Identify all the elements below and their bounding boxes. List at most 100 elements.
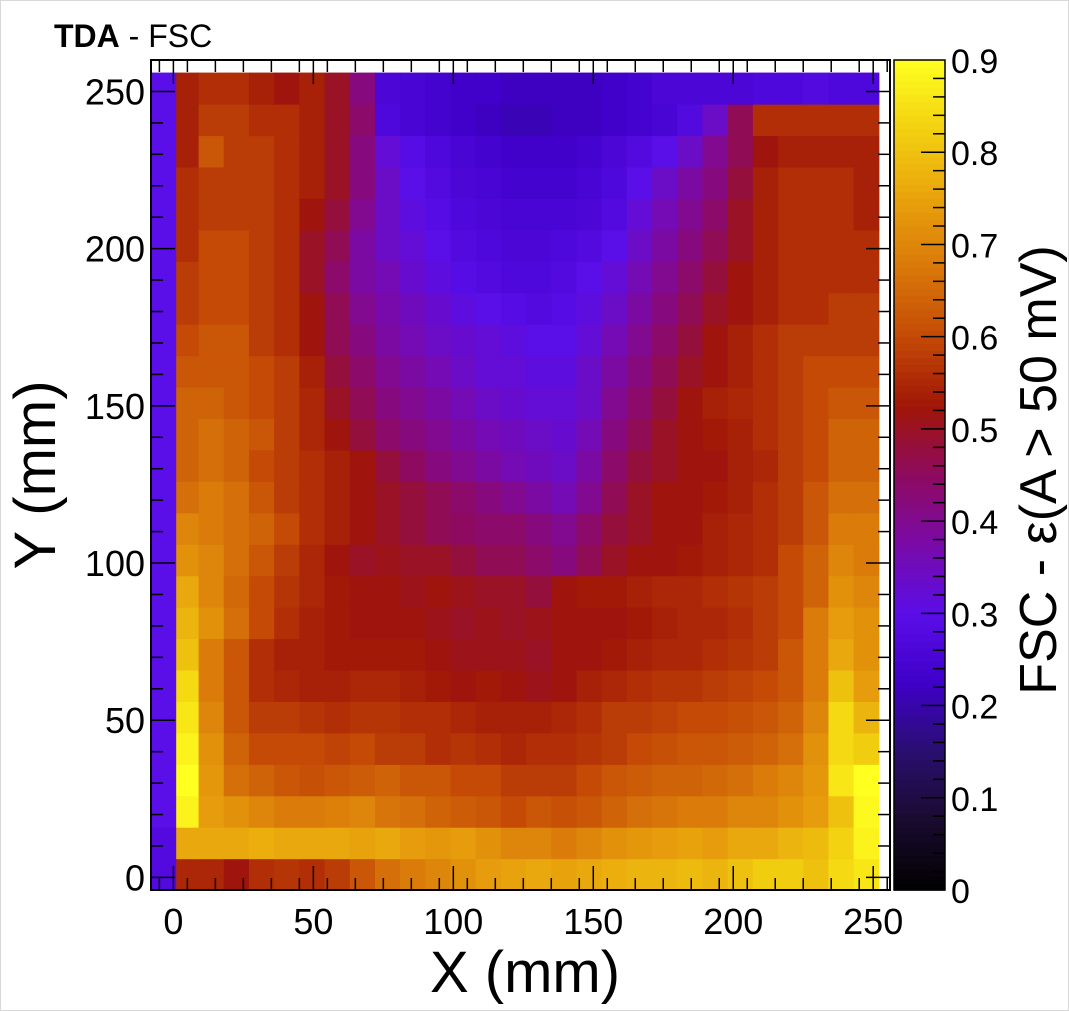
heatmap-cell xyxy=(349,449,376,482)
heatmap-cell xyxy=(299,795,326,828)
x-tick-label: 50 xyxy=(293,901,333,942)
heatmap-cell xyxy=(652,607,678,640)
heatmap-cell xyxy=(475,386,502,420)
heatmap-cell xyxy=(349,827,376,860)
colorbar-segment xyxy=(894,765,945,774)
heatmap-cell xyxy=(425,355,452,388)
heatmap-cell xyxy=(400,166,426,199)
heatmap-cell xyxy=(176,229,200,262)
heatmap-cell xyxy=(551,827,578,860)
heatmap-cell xyxy=(324,764,351,797)
colorbar-segment xyxy=(894,793,945,801)
colorbar-segment xyxy=(894,737,945,746)
heatmap-cell xyxy=(274,72,300,105)
heatmap-cell xyxy=(248,669,275,702)
heatmap-cell xyxy=(198,638,225,671)
heatmap-cell xyxy=(475,198,502,231)
heatmap-cell xyxy=(400,512,426,545)
colorbar-segment xyxy=(894,869,945,877)
heatmap-cell xyxy=(727,324,754,357)
heatmap-cell xyxy=(551,261,578,294)
heatmap-cell xyxy=(198,229,225,262)
heatmap-cell xyxy=(727,512,754,545)
heatmap-cell xyxy=(400,292,426,325)
heatmap-cell xyxy=(727,418,754,451)
heatmap-cell xyxy=(176,104,200,137)
colorbar-segment xyxy=(894,274,945,283)
heatmap-cell xyxy=(374,166,401,199)
heatmap-cell xyxy=(551,575,578,608)
heatmap-cell xyxy=(274,135,300,168)
heatmap-cell xyxy=(349,229,376,262)
heatmap-cell xyxy=(576,827,603,860)
heatmap-cell xyxy=(828,418,855,451)
heatmap-cell xyxy=(853,166,880,199)
heatmap-cell xyxy=(526,512,552,545)
heatmap-cell xyxy=(853,795,880,828)
heatmap-cell xyxy=(803,72,830,105)
heatmap-cell xyxy=(349,701,376,734)
heatmap-cell xyxy=(677,355,704,388)
heatmap-cell xyxy=(274,827,300,860)
heatmap-cell xyxy=(551,386,578,420)
heatmap-cell xyxy=(576,261,603,294)
axes: 0 50 100 150 200 250 0 50 100 150 200 250 xyxy=(85,60,903,942)
heatmap-cell xyxy=(400,481,426,514)
heatmap-cell xyxy=(677,575,704,608)
colorbar-segment xyxy=(894,807,945,815)
heatmap-cell xyxy=(450,386,477,420)
heatmap-cell xyxy=(778,355,804,388)
heatmap-cell xyxy=(324,512,351,545)
heatmap-cell xyxy=(727,72,754,105)
heatmap-cell xyxy=(248,764,275,797)
heatmap-cell xyxy=(176,481,200,514)
heatmap-cell xyxy=(151,512,177,545)
heatmap-cell xyxy=(248,104,275,137)
heatmap-cell xyxy=(324,827,351,860)
heatmap-cell xyxy=(425,324,452,357)
heatmap-cell xyxy=(626,544,653,577)
heatmap-cell xyxy=(702,166,729,199)
heatmap-cell xyxy=(450,135,477,168)
heatmap-cell xyxy=(601,481,628,514)
heatmap-cell xyxy=(176,72,200,105)
colorbar-segment xyxy=(894,232,945,241)
heatmap-cell xyxy=(551,764,578,797)
heatmap-cell xyxy=(853,512,880,545)
heatmap-cell xyxy=(803,355,830,388)
heatmap-cell xyxy=(248,292,275,325)
x-tick-label: 200 xyxy=(703,901,763,942)
heatmap-cell xyxy=(374,386,401,420)
heatmap-cell xyxy=(374,544,401,577)
heatmap-cell xyxy=(652,858,678,891)
heatmap-cell xyxy=(601,607,628,640)
heatmap-cell xyxy=(425,292,452,325)
heatmap-cell xyxy=(803,607,830,640)
heatmap-cell xyxy=(475,481,502,514)
heatmap-cell xyxy=(828,638,855,671)
heatmap-cell xyxy=(450,858,477,891)
heatmap-cell xyxy=(324,386,351,420)
heatmap-cell xyxy=(425,198,452,231)
heatmap-cell xyxy=(324,418,351,451)
heatmap-cell xyxy=(752,324,779,357)
heatmap-cell xyxy=(727,858,754,891)
heatmap-cell xyxy=(176,732,200,765)
heatmap-cell xyxy=(551,418,578,451)
colorbar-segment xyxy=(894,364,945,372)
heatmap-cell xyxy=(677,324,704,357)
heatmap-cell xyxy=(778,386,804,420)
colorbar-segment xyxy=(894,634,945,642)
heatmap-cell xyxy=(601,166,628,199)
colorbar-segment xyxy=(894,834,945,843)
heatmap-cell xyxy=(652,512,678,545)
heatmap-cell xyxy=(151,858,177,891)
heatmap-cell xyxy=(601,135,628,168)
heatmap-cell xyxy=(349,355,376,388)
colorbar-segment xyxy=(894,447,945,455)
heatmap-cell xyxy=(652,261,678,294)
heatmap-cell xyxy=(853,72,880,105)
heatmap-cell xyxy=(374,732,401,765)
heatmap-cell xyxy=(324,449,351,482)
heatmap-cell xyxy=(702,72,729,105)
